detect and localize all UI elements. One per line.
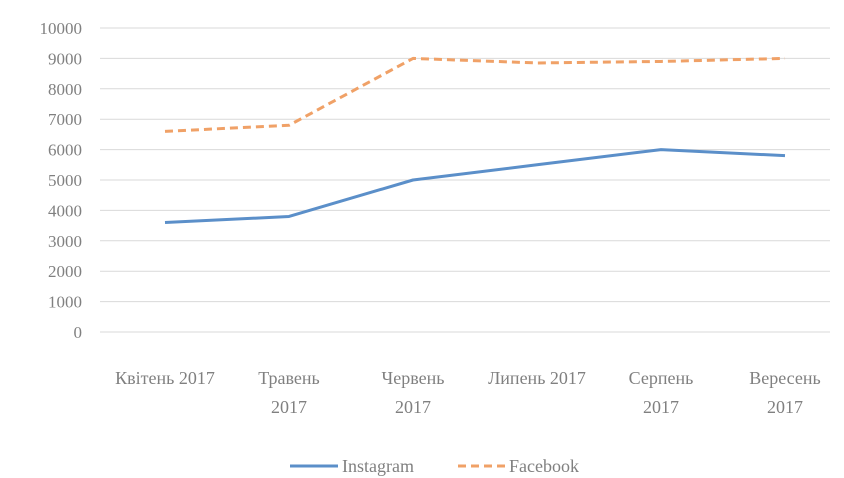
x-axis-ticks: Квітень 2017 Травень 2017 Червень 2017 Липень…	[115, 368, 821, 417]
legend-label-facebook: Facebook	[509, 456, 579, 476]
y-tick-label: 10000	[40, 19, 83, 38]
y-tick-label: 4000	[48, 201, 82, 220]
y-tick-label: 0	[74, 323, 83, 342]
y-tick-label: 1000	[48, 293, 82, 312]
series-line-facebook	[164, 56, 786, 133]
x-tick-label: Вересень 2017	[749, 368, 820, 417]
y-tick-label: 8000	[48, 80, 82, 99]
y-axis-ticks: 0 1000 2000 3000 4000 5000 6000 7000 8000 9000 100…	[40, 19, 83, 342]
gridlines	[100, 27, 830, 333]
y-tick-label: 5000	[48, 171, 82, 190]
y-tick-label: 6000	[48, 141, 82, 160]
x-tick-label: Серпень 2017	[629, 368, 694, 417]
x-tick-label: Червень 2017	[382, 368, 445, 417]
x-tick-label: Липень 2017	[488, 368, 586, 388]
x-tick-label: Травень 2017	[258, 368, 320, 417]
series-line-instagram	[164, 148, 786, 225]
x-tick-label: Квітень 2017	[115, 368, 215, 388]
y-tick-label: 2000	[48, 262, 82, 281]
legend: Instagram Facebook	[290, 456, 579, 476]
y-tick-label: 9000	[48, 49, 82, 68]
series-lines	[164, 56, 786, 225]
legend-label-instagram: Instagram	[342, 456, 414, 476]
y-tick-label: 3000	[48, 232, 82, 251]
y-tick-label: 7000	[48, 110, 82, 129]
